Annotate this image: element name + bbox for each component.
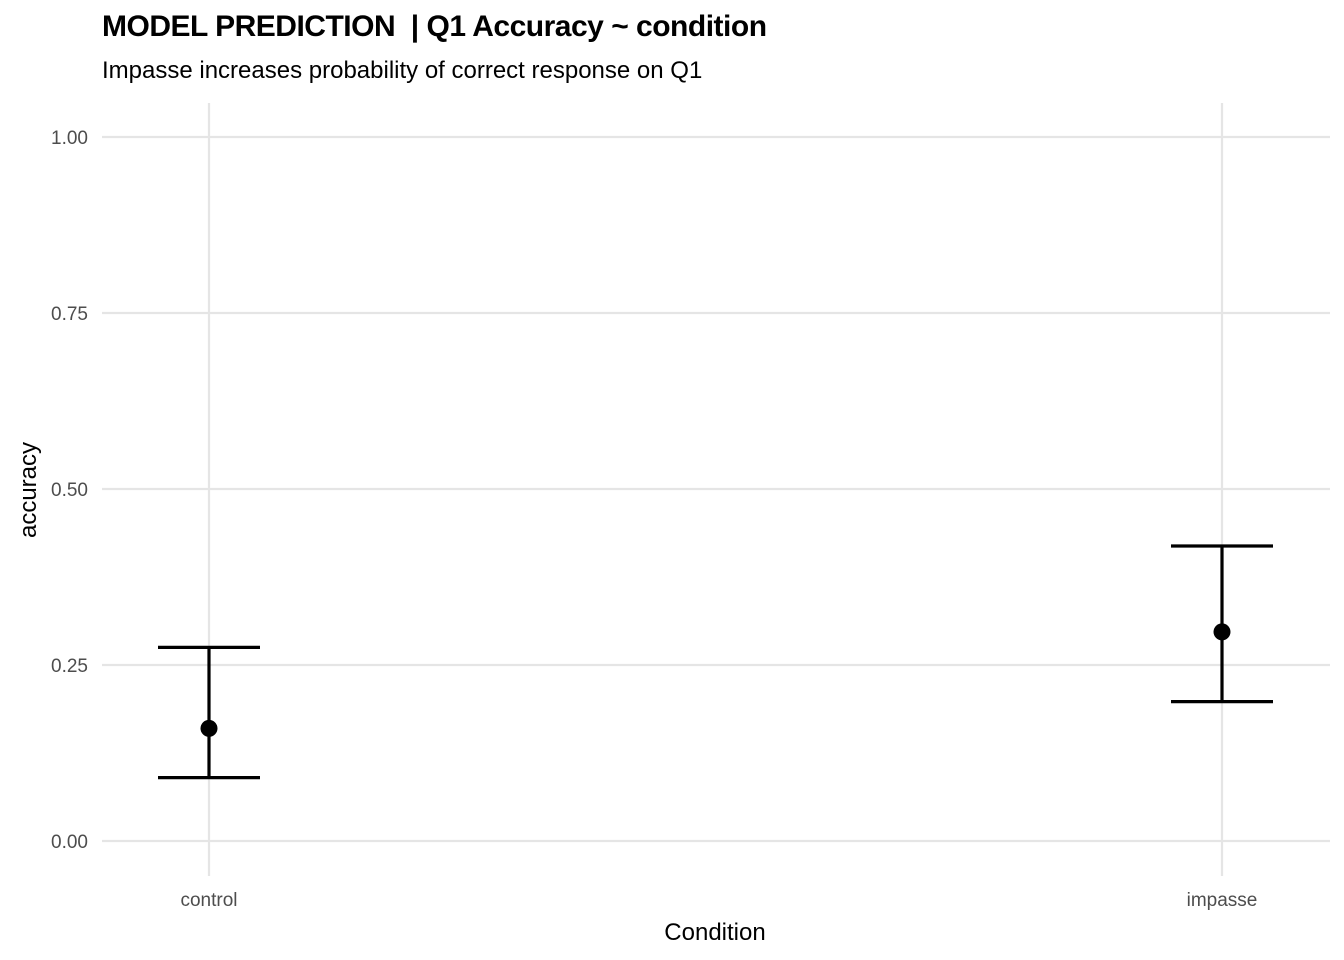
x-axis-title: Condition [664, 919, 765, 946]
chart-title: MODEL PREDICTION | Q1 Accuracy ~ conditi… [102, 10, 767, 43]
y-axis-title: accuracy [15, 442, 42, 538]
y-tick-label: 0.00 [51, 832, 88, 853]
x-tick-label: impasse [1187, 890, 1258, 911]
y-tick-label: 0.75 [51, 304, 88, 325]
point-estimate-control [200, 719, 218, 737]
y-tick-label: 0.50 [51, 480, 88, 501]
grid-lines [102, 103, 1330, 876]
x-tick-label: control [180, 890, 237, 911]
y-tick-label: 1.00 [51, 128, 88, 149]
point-estimate-impasse [1213, 623, 1231, 641]
chart-subtitle: Impasse increases probability of correct… [102, 57, 703, 84]
y-tick-label: 0.25 [51, 656, 88, 677]
error-bars [158, 544, 1273, 780]
tick-labels: 0.00 0.25 0.50 0.75 1.00 control impasse [51, 128, 1257, 911]
